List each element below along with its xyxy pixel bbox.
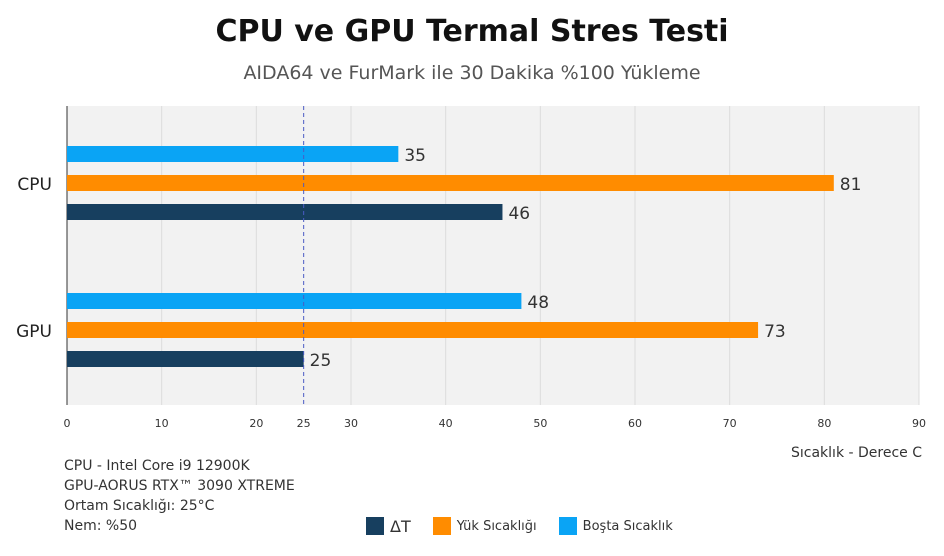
x-tick-label: 40: [439, 417, 453, 430]
x-tick-label: 20: [249, 417, 263, 430]
x-tick-label: 25: [297, 417, 311, 430]
x-tick-label: 10: [155, 417, 169, 430]
x-tick-label: 60: [628, 417, 642, 430]
data-label: 48: [527, 293, 549, 313]
x-tick-label: 90: [912, 417, 926, 430]
bar: [67, 322, 759, 338]
note-humidity: Nem: %50: [64, 518, 138, 534]
bar: [67, 204, 503, 220]
legend-item: Yük Sıcaklığı: [432, 517, 537, 535]
x-tick-label: 30: [344, 417, 358, 430]
bar: [67, 293, 522, 309]
x-tick-label: 80: [817, 417, 831, 430]
x-tick-label: 50: [533, 417, 547, 430]
data-label: 46: [508, 204, 530, 224]
note-gpu: GPU-AORUS RTX™ 3090 XTREME: [64, 478, 295, 494]
legend-swatch: [432, 517, 451, 535]
note-ambient: Ortam Sıcaklığı: 25°C: [64, 498, 215, 514]
y-category-label: CPU: [17, 175, 52, 195]
y-category-label: GPU: [16, 322, 52, 342]
bar: [67, 351, 304, 367]
chart-subtitle: AIDA64 ve FurMark ile 30 Dakika %100 Yük…: [243, 62, 701, 84]
bar: [67, 175, 834, 191]
legend-label: Yük Sıcaklığı: [456, 518, 537, 534]
legend-item: Boşta Sıcaklık: [558, 517, 673, 535]
data-label: 35: [404, 146, 426, 166]
chart-title: CPU ve GPU Termal Stres Testi: [215, 14, 729, 49]
legend-swatch: [366, 517, 384, 535]
legend: ΔT Yük Sıcaklığı Boşta Sıcaklık: [366, 516, 695, 536]
legend-item: ΔT: [366, 517, 411, 536]
x-tick-label: 0: [64, 417, 71, 430]
data-label: 25: [310, 351, 332, 371]
bar-chart: 0 10 20 25 30 40 50 60 70 80 90 CPU 35 81 46 GPU 48 73 25: [16, 106, 926, 430]
legend-label: Boşta Sıcaklık: [582, 518, 673, 534]
legend-swatch: [558, 517, 577, 535]
data-label: 81: [840, 175, 862, 195]
x-tick-label: 70: [723, 417, 737, 430]
x-axis-label: Sıcaklık - Derece C: [791, 445, 922, 461]
note-cpu: CPU - Intel Core i9 12900K: [64, 458, 250, 474]
bar: [67, 146, 399, 162]
legend-label: ΔT: [390, 516, 411, 536]
data-label: 73: [764, 322, 786, 342]
